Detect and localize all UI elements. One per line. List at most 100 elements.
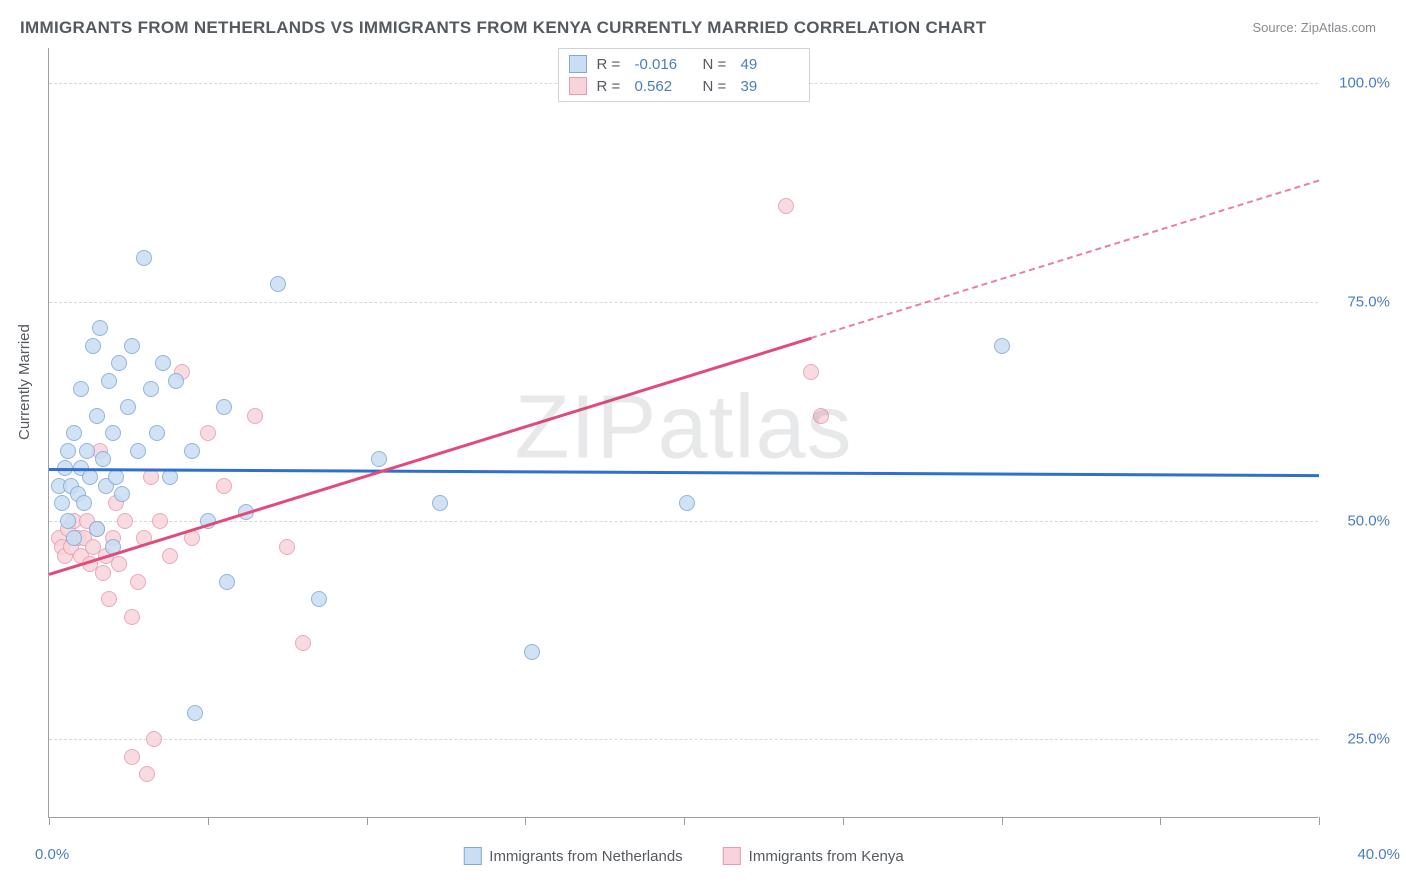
chart-title: IMMIGRANTS FROM NETHERLANDS VS IMMIGRANT… (20, 18, 986, 38)
n-value: 39 (741, 78, 799, 95)
x-tick (1160, 817, 1161, 825)
data-point-kenya (247, 408, 263, 424)
data-point-netherlands (149, 425, 165, 441)
n-label: N = (703, 56, 731, 73)
data-point-netherlands (524, 644, 540, 660)
x-tick (49, 817, 50, 825)
data-point-netherlands (114, 486, 130, 502)
data-point-netherlands (216, 399, 232, 415)
y-tick-label: 75.0% (1326, 293, 1390, 310)
plot-area: ZIPatlas R =-0.016N =49R =0.562N =39 Imm… (48, 48, 1318, 818)
data-point-netherlands (54, 495, 70, 511)
data-point-netherlands (130, 443, 146, 459)
legend-label-netherlands: Immigrants from Netherlands (489, 848, 682, 865)
gridline (49, 739, 1318, 740)
data-point-netherlands (66, 425, 82, 441)
data-point-kenya (124, 609, 140, 625)
legend-label-kenya: Immigrants from Kenya (749, 848, 904, 865)
data-point-netherlands (66, 530, 82, 546)
data-point-netherlands (184, 443, 200, 459)
data-point-netherlands (73, 381, 89, 397)
data-point-netherlands (219, 574, 235, 590)
trend-line-kenya-extrapolated (811, 179, 1320, 338)
y-tick-label: 50.0% (1326, 512, 1390, 529)
data-point-netherlands (143, 381, 159, 397)
data-point-kenya (295, 635, 311, 651)
legend-stats-row: R = 0.562 N = 39 (569, 75, 799, 97)
data-point-kenya (279, 539, 295, 555)
y-axis-label: Currently Married (16, 324, 33, 440)
data-point-netherlands (89, 521, 105, 537)
data-point-netherlands (60, 513, 76, 529)
data-point-netherlands (155, 355, 171, 371)
data-point-netherlands (168, 373, 184, 389)
data-point-netherlands (187, 705, 203, 721)
x-tick (208, 817, 209, 825)
n-label: N = (703, 78, 731, 95)
data-point-kenya (216, 478, 232, 494)
legend-swatch-netherlands (463, 847, 481, 865)
data-point-kenya (124, 749, 140, 765)
data-point-netherlands (105, 425, 121, 441)
data-point-netherlands (108, 469, 124, 485)
legend-swatch (569, 55, 587, 73)
data-point-kenya (813, 408, 829, 424)
data-point-netherlands (432, 495, 448, 511)
data-point-netherlands (371, 451, 387, 467)
data-point-netherlands (311, 591, 327, 607)
y-tick-label: 100.0% (1326, 75, 1390, 92)
data-point-kenya (143, 469, 159, 485)
data-point-netherlands (76, 495, 92, 511)
data-point-netherlands (95, 451, 111, 467)
data-point-kenya (130, 574, 146, 590)
data-point-netherlands (120, 399, 136, 415)
trend-line-netherlands (49, 468, 1319, 477)
data-point-kenya (162, 548, 178, 564)
n-value: 49 (741, 56, 799, 73)
data-point-netherlands (101, 373, 117, 389)
data-point-netherlands (270, 276, 286, 292)
data-point-kenya (101, 591, 117, 607)
legend-series: Immigrants from Netherlands Immigrants f… (463, 847, 903, 865)
data-point-kenya (111, 556, 127, 572)
x-tick (684, 817, 685, 825)
legend-stats-row: R = -0.016 N = 49 (569, 53, 799, 75)
source-label: Source: ZipAtlas.com (1252, 20, 1376, 35)
r-value: 0.562 (635, 78, 693, 95)
gridline (49, 302, 1318, 303)
data-point-kenya (117, 513, 133, 529)
x-tick (843, 817, 844, 825)
x-tick-max: 40.0% (1357, 846, 1400, 863)
watermark: ZIPatlas (514, 376, 852, 479)
r-label: R = (597, 56, 625, 73)
data-point-kenya (778, 198, 794, 214)
legend-item-netherlands: Immigrants from Netherlands (463, 847, 682, 865)
data-point-netherlands (994, 338, 1010, 354)
legend-swatch-kenya (723, 847, 741, 865)
data-point-netherlands (85, 338, 101, 354)
data-point-netherlands (162, 469, 178, 485)
legend-item-kenya: Immigrants from Kenya (723, 847, 904, 865)
x-tick (1319, 817, 1320, 825)
r-label: R = (597, 78, 625, 95)
r-value: -0.016 (635, 56, 693, 73)
x-tick-min: 0.0% (35, 846, 69, 863)
data-point-kenya (152, 513, 168, 529)
x-tick (1002, 817, 1003, 825)
legend-swatch (569, 77, 587, 95)
x-tick (525, 817, 526, 825)
data-point-kenya (95, 565, 111, 581)
y-tick-label: 25.0% (1326, 731, 1390, 748)
data-point-netherlands (89, 408, 105, 424)
data-point-netherlands (79, 443, 95, 459)
x-tick (367, 817, 368, 825)
trend-line-kenya (49, 337, 812, 576)
data-point-kenya (139, 766, 155, 782)
data-point-netherlands (60, 443, 76, 459)
legend-stats: R = -0.016 N = 49 R = 0.562 N = 39 (558, 48, 810, 102)
data-point-kenya (200, 425, 216, 441)
data-point-kenya (803, 364, 819, 380)
data-point-netherlands (92, 320, 108, 336)
data-point-netherlands (124, 338, 140, 354)
data-point-netherlands (679, 495, 695, 511)
